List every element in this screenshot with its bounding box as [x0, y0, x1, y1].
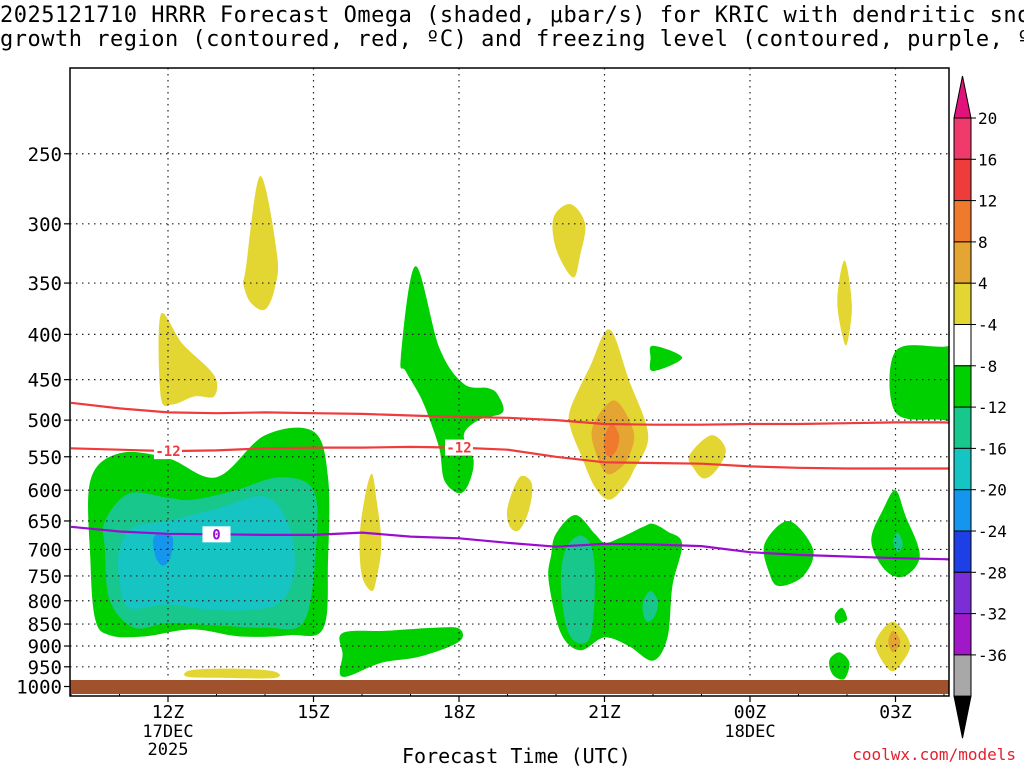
ytick-label-950: 950: [28, 657, 62, 679]
xtick-label-18Z: 18Z: [443, 702, 476, 723]
omega-shading: [88, 176, 949, 680]
colorbar-legend: 20 16 12 8 4 -4 -8 -12 -16 -20 -24 -28 -32 -36: [953, 75, 1007, 739]
ytick-label-450: 450: [28, 370, 62, 392]
colorbar-label-0: 20: [978, 109, 997, 128]
omega-region-14: [603, 423, 620, 457]
colorbar-bin-3: [953, 241, 972, 284]
colorbar-bin-12: [953, 613, 972, 656]
ytick-label-650: 650: [28, 511, 62, 533]
colorbar-label-10: -24: [978, 522, 1007, 541]
colorbar-bin-0: [953, 117, 972, 160]
ytick-label-350: 350: [28, 273, 62, 295]
title-line-1: 2025121710 HRRR Forecast Omega (shaded, …: [0, 3, 1024, 28]
colorbar-bin-9: [953, 489, 972, 532]
colorbar-bin-2: [953, 200, 972, 243]
colorbar-bottom-arrow: [953, 695, 972, 739]
title-line-2: growth region (contoured, red, ºC) and f…: [0, 27, 1024, 52]
ytick-label-250: 250: [28, 144, 62, 166]
omega-region-11: [552, 203, 586, 278]
omega-region-6: [158, 313, 218, 406]
dgz-upper-line: [70, 401, 949, 426]
colorbar-label-5: -4: [978, 316, 997, 335]
dgz-lower-label-bg: [445, 439, 473, 456]
omega-region-17: [560, 535, 595, 644]
colorbar-top-arrow: [953, 75, 972, 119]
ytick-label-400: 400: [28, 324, 62, 346]
contour-lines: -12 -12 0: [70, 401, 949, 561]
ground-surface: [70, 680, 949, 694]
omega-region-8: [400, 266, 504, 494]
ytick-label-1000: 1000: [16, 677, 62, 699]
chart-title: 2025121710 HRRR Forecast Omega (shaded, …: [0, 4, 1024, 52]
site-credit[interactable]: coolwx.com/models: [852, 745, 1016, 764]
y-axis: 2503003504004505005506006507007508008509…: [16, 144, 70, 699]
omega-region-24: [871, 490, 920, 578]
ytick-label-300: 300: [28, 214, 62, 236]
dgz-lower-label: -12: [446, 441, 471, 457]
colorbar-label-7: -12: [978, 398, 1007, 417]
colorbar-bin-11: [953, 571, 972, 615]
colorbar-label-3: 8: [978, 233, 988, 252]
dgz-lower-label-bg: [154, 443, 182, 460]
dgz-lower-line: [70, 445, 949, 470]
freezing-level-label-bg: [202, 526, 231, 543]
colorbar-label-4: 4: [978, 274, 988, 293]
colorbar-bin-1: [953, 158, 972, 202]
freezing-level-label: 0: [212, 527, 220, 543]
xtick-label-15Z: 15Z: [297, 702, 330, 723]
xtick-label-00Z: 00Z: [734, 702, 767, 723]
ytick-label-850: 850: [28, 614, 62, 636]
omega-region-7: [184, 668, 280, 679]
colorbar-label-12: -32: [978, 605, 1007, 624]
x-axis-label: Forecast Time (UTC): [402, 744, 631, 768]
colorbar-label-2: 12: [978, 192, 997, 211]
ytick-label-800: 800: [28, 591, 62, 613]
colorbar-label-11: -28: [978, 563, 1007, 582]
colorbar-label-9: -20: [978, 481, 1007, 500]
xtick-date-12Z: 17DEC: [142, 722, 193, 742]
omega-region-19: [649, 345, 683, 371]
colorbar-label-13: -36: [978, 646, 1007, 665]
omega-region-18: [642, 591, 659, 622]
omega-region-23: [829, 652, 850, 680]
colorbar-bin-7: [953, 406, 972, 449]
ytick-label-500: 500: [28, 410, 62, 432]
omega-region-2: [117, 496, 296, 611]
plot-frame: [69, 67, 950, 697]
xtick-year-12Z: 2025: [148, 740, 189, 760]
colorbar-bin-10: [953, 530, 972, 573]
ytick-label-700: 700: [28, 539, 62, 561]
ytick-label-550: 550: [28, 447, 62, 469]
colorbar-label-6: -8: [978, 357, 997, 376]
xtick-label-03Z: 03Z: [879, 702, 912, 723]
omega-region-5: [242, 176, 279, 311]
colorbar-bin-6: [953, 365, 972, 408]
colorbar-bin-4: [953, 282, 972, 326]
colorbar-bin-8: [953, 447, 972, 491]
omega-region-28: [889, 345, 949, 422]
colorbar-label-8: -16: [978, 439, 1007, 458]
xtick-label-12Z: 12Z: [152, 702, 185, 723]
xtick-date-00Z: 18DEC: [724, 722, 775, 742]
omega-region-22: [834, 607, 848, 624]
colorbar-label-1: 16: [978, 150, 997, 169]
omega-region-3: [153, 532, 174, 566]
dgz-lower-label: -12: [155, 444, 180, 460]
colorbar-bin-13: [953, 654, 972, 697]
xtick-label-21Z: 21Z: [588, 702, 621, 723]
colorbar-bin-5: [953, 324, 972, 367]
omega-region-27: [888, 630, 901, 653]
omega-region-9: [339, 627, 463, 677]
omega-region-21: [837, 260, 852, 346]
ytick-label-750: 750: [28, 566, 62, 588]
ytick-label-900: 900: [28, 636, 62, 658]
ytick-label-600: 600: [28, 480, 62, 502]
